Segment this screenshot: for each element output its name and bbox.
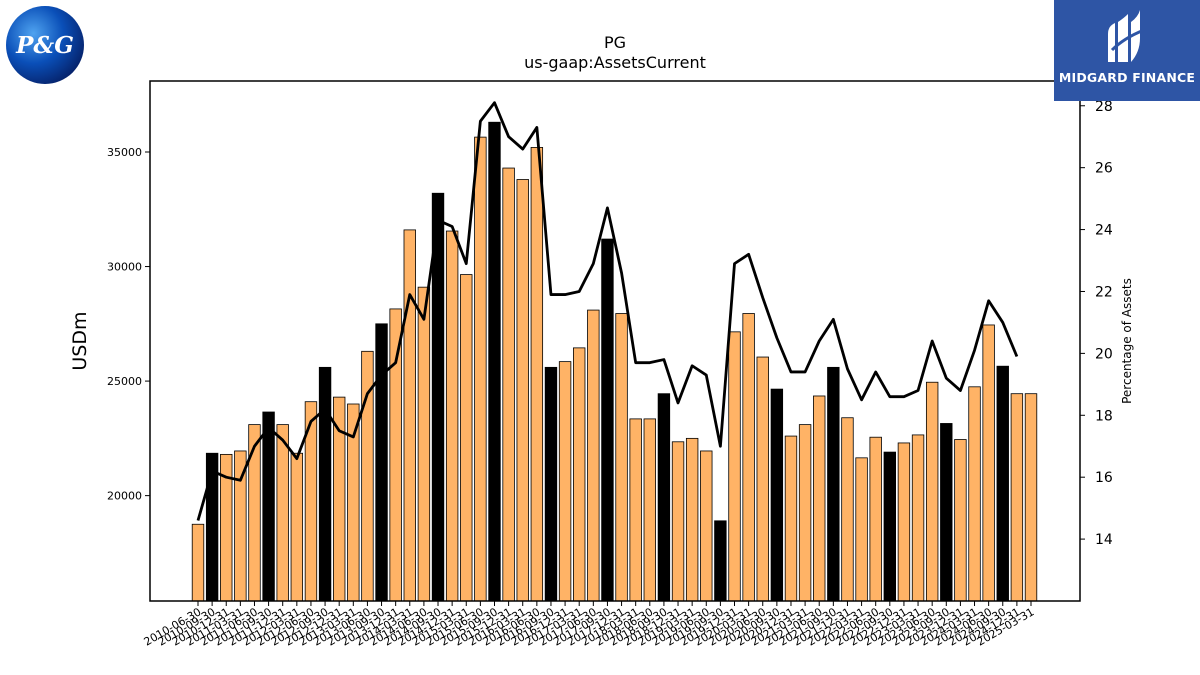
y2-tick-label: 20 xyxy=(1095,346,1113,362)
bar xyxy=(460,274,473,602)
y2-tick-label: 18 xyxy=(1095,408,1113,424)
y2-tick-label: 26 xyxy=(1095,161,1113,177)
bar xyxy=(996,365,1009,602)
bar xyxy=(290,452,304,602)
pg-logo: P&G xyxy=(5,5,85,85)
y2-tick-label: 14 xyxy=(1095,532,1113,548)
y-tick-label: 35000 xyxy=(107,146,142,159)
bar xyxy=(770,388,784,602)
bar xyxy=(445,230,459,602)
bar xyxy=(615,313,628,602)
bar xyxy=(700,450,713,602)
bar xyxy=(855,457,868,602)
bar xyxy=(248,424,261,602)
bar xyxy=(982,324,995,602)
bar xyxy=(375,323,388,602)
bar xyxy=(643,418,656,602)
bar xyxy=(911,434,925,602)
bar xyxy=(728,331,741,602)
y2-tick-label: 24 xyxy=(1095,223,1113,239)
pg-logo-icon: P&G xyxy=(6,6,84,84)
bar xyxy=(925,381,939,602)
bar xyxy=(417,286,431,602)
bar xyxy=(587,309,600,602)
bar xyxy=(798,424,812,602)
y-tick-label: 25000 xyxy=(107,375,142,388)
bar xyxy=(516,179,529,602)
bar xyxy=(657,393,671,602)
bar xyxy=(530,147,544,602)
bar xyxy=(558,361,572,602)
bar xyxy=(276,424,289,602)
y-axis: 20000 25000 30000 35000 xyxy=(107,146,150,503)
chart-subtitle: us-gaap:AssetsCurrent xyxy=(524,53,706,72)
bar xyxy=(897,442,911,602)
bar xyxy=(332,396,346,602)
y-tick-label: 20000 xyxy=(107,490,142,503)
pg-logo-text: P&G xyxy=(15,32,74,59)
bar xyxy=(544,366,558,602)
bar xyxy=(954,439,967,602)
bar xyxy=(968,386,981,602)
bar xyxy=(629,418,642,602)
y2-tick-label: 22 xyxy=(1095,284,1113,300)
y-tick-label: 30000 xyxy=(107,261,142,274)
bar xyxy=(403,229,416,602)
bar xyxy=(685,437,699,602)
bar xyxy=(1024,393,1038,602)
bar-series xyxy=(191,121,1038,602)
bar xyxy=(262,411,275,602)
y2-tick-label: 28 xyxy=(1095,99,1113,115)
bar xyxy=(601,238,614,602)
bar xyxy=(869,436,882,602)
y2-tick-label: 16 xyxy=(1095,470,1113,486)
bar xyxy=(827,366,840,602)
percentage-line xyxy=(196,101,1019,521)
bar xyxy=(1010,393,1024,602)
bar xyxy=(940,423,953,602)
line-series xyxy=(196,101,1019,521)
bar xyxy=(502,167,515,602)
bar xyxy=(191,523,205,602)
bar xyxy=(573,347,586,602)
bar xyxy=(756,356,769,602)
y2-axis-label: Percentage of Assets xyxy=(1120,278,1134,404)
chart-title: PG xyxy=(604,33,626,52)
midgard-finance-logo: MIDGARD FINANCE xyxy=(1054,0,1200,101)
bar xyxy=(813,395,826,602)
plot-frame xyxy=(149,80,1081,602)
bar xyxy=(784,435,798,602)
bar xyxy=(474,136,487,602)
y2-axis: 14 16 18 20 22 24 26 28 xyxy=(1080,99,1113,548)
bar xyxy=(488,121,501,602)
bar xyxy=(742,313,755,602)
y-axis-label: USDm xyxy=(69,311,91,370)
bar xyxy=(883,451,897,602)
bar xyxy=(389,308,402,602)
x-axis: 2010-06-302010-09-302010-12-312011-03-31… xyxy=(142,601,1037,649)
bar xyxy=(318,366,332,602)
bar xyxy=(841,417,854,602)
midgard-logo-text: MIDGARD FINANCE xyxy=(1058,70,1196,85)
bar xyxy=(714,520,727,602)
midgard-logo-icon xyxy=(1108,10,1145,62)
bar xyxy=(671,441,685,602)
